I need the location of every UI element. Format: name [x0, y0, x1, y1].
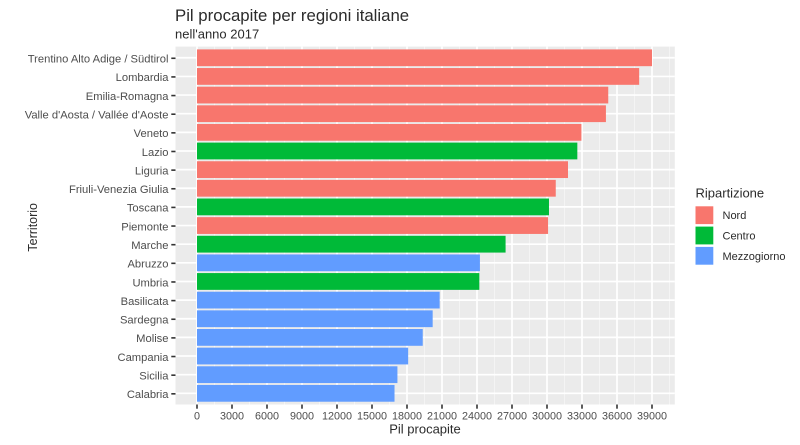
svg-text:Sardegna: Sardegna	[120, 315, 169, 327]
svg-text:Lazio: Lazio	[142, 147, 169, 159]
svg-text:nell'anno 2017: nell'anno 2017	[175, 27, 259, 42]
svg-text:Emilia-Romagna: Emilia-Romagna	[86, 91, 169, 103]
svg-text:Toscana: Toscana	[127, 203, 169, 215]
svg-text:Pil procapite: Pil procapite	[389, 422, 461, 437]
svg-text:33000: 33000	[567, 411, 597, 423]
svg-text:30000: 30000	[532, 411, 562, 423]
svg-text:0: 0	[194, 411, 200, 423]
svg-text:27000: 27000	[497, 411, 527, 423]
svg-text:21000: 21000	[427, 411, 457, 423]
svg-text:Lombardia: Lombardia	[116, 72, 170, 84]
svg-text:Piemonte: Piemonte	[121, 221, 168, 233]
svg-text:24000: 24000	[462, 411, 492, 423]
svg-text:15000: 15000	[357, 411, 387, 423]
svg-text:18000: 18000	[392, 411, 422, 423]
svg-text:6000: 6000	[255, 411, 279, 423]
svg-text:Campania: Campania	[118, 352, 170, 364]
svg-text:Basilicata: Basilicata	[121, 296, 170, 308]
svg-text:Mezzogiorno: Mezzogiorno	[723, 251, 786, 263]
svg-text:Ripartizione: Ripartizione	[696, 185, 765, 200]
svg-text:Pil procapite per regioni ital: Pil procapite per regioni italiane	[175, 6, 409, 25]
svg-text:Territorio: Territorio	[26, 203, 40, 252]
svg-text:Calabria: Calabria	[127, 389, 169, 401]
svg-text:Centro: Centro	[723, 230, 756, 242]
svg-text:Umbria: Umbria	[132, 277, 169, 289]
svg-text:Nord: Nord	[723, 210, 747, 222]
svg-text:Friuli-Venezia Giulia: Friuli-Venezia Giulia	[69, 184, 169, 196]
svg-text:39000: 39000	[637, 411, 667, 423]
svg-text:Marche: Marche	[131, 240, 168, 252]
svg-text:Valle d'Aosta / Vallée d'Aoste: Valle d'Aosta / Vallée d'Aoste	[25, 110, 169, 122]
svg-text:Sicilia: Sicilia	[139, 370, 169, 382]
svg-text:Veneto: Veneto	[134, 128, 169, 140]
svg-text:36000: 36000	[602, 411, 632, 423]
svg-text:9000: 9000	[290, 411, 314, 423]
svg-text:Abruzzo: Abruzzo	[127, 259, 168, 271]
svg-text:Liguria: Liguria	[135, 165, 169, 177]
svg-text:Molise: Molise	[136, 333, 168, 345]
svg-text:12000: 12000	[322, 411, 352, 423]
svg-text:Trentino Alto Adige / Südtirol: Trentino Alto Adige / Südtirol	[28, 54, 169, 66]
svg-text:3000: 3000	[220, 411, 244, 423]
